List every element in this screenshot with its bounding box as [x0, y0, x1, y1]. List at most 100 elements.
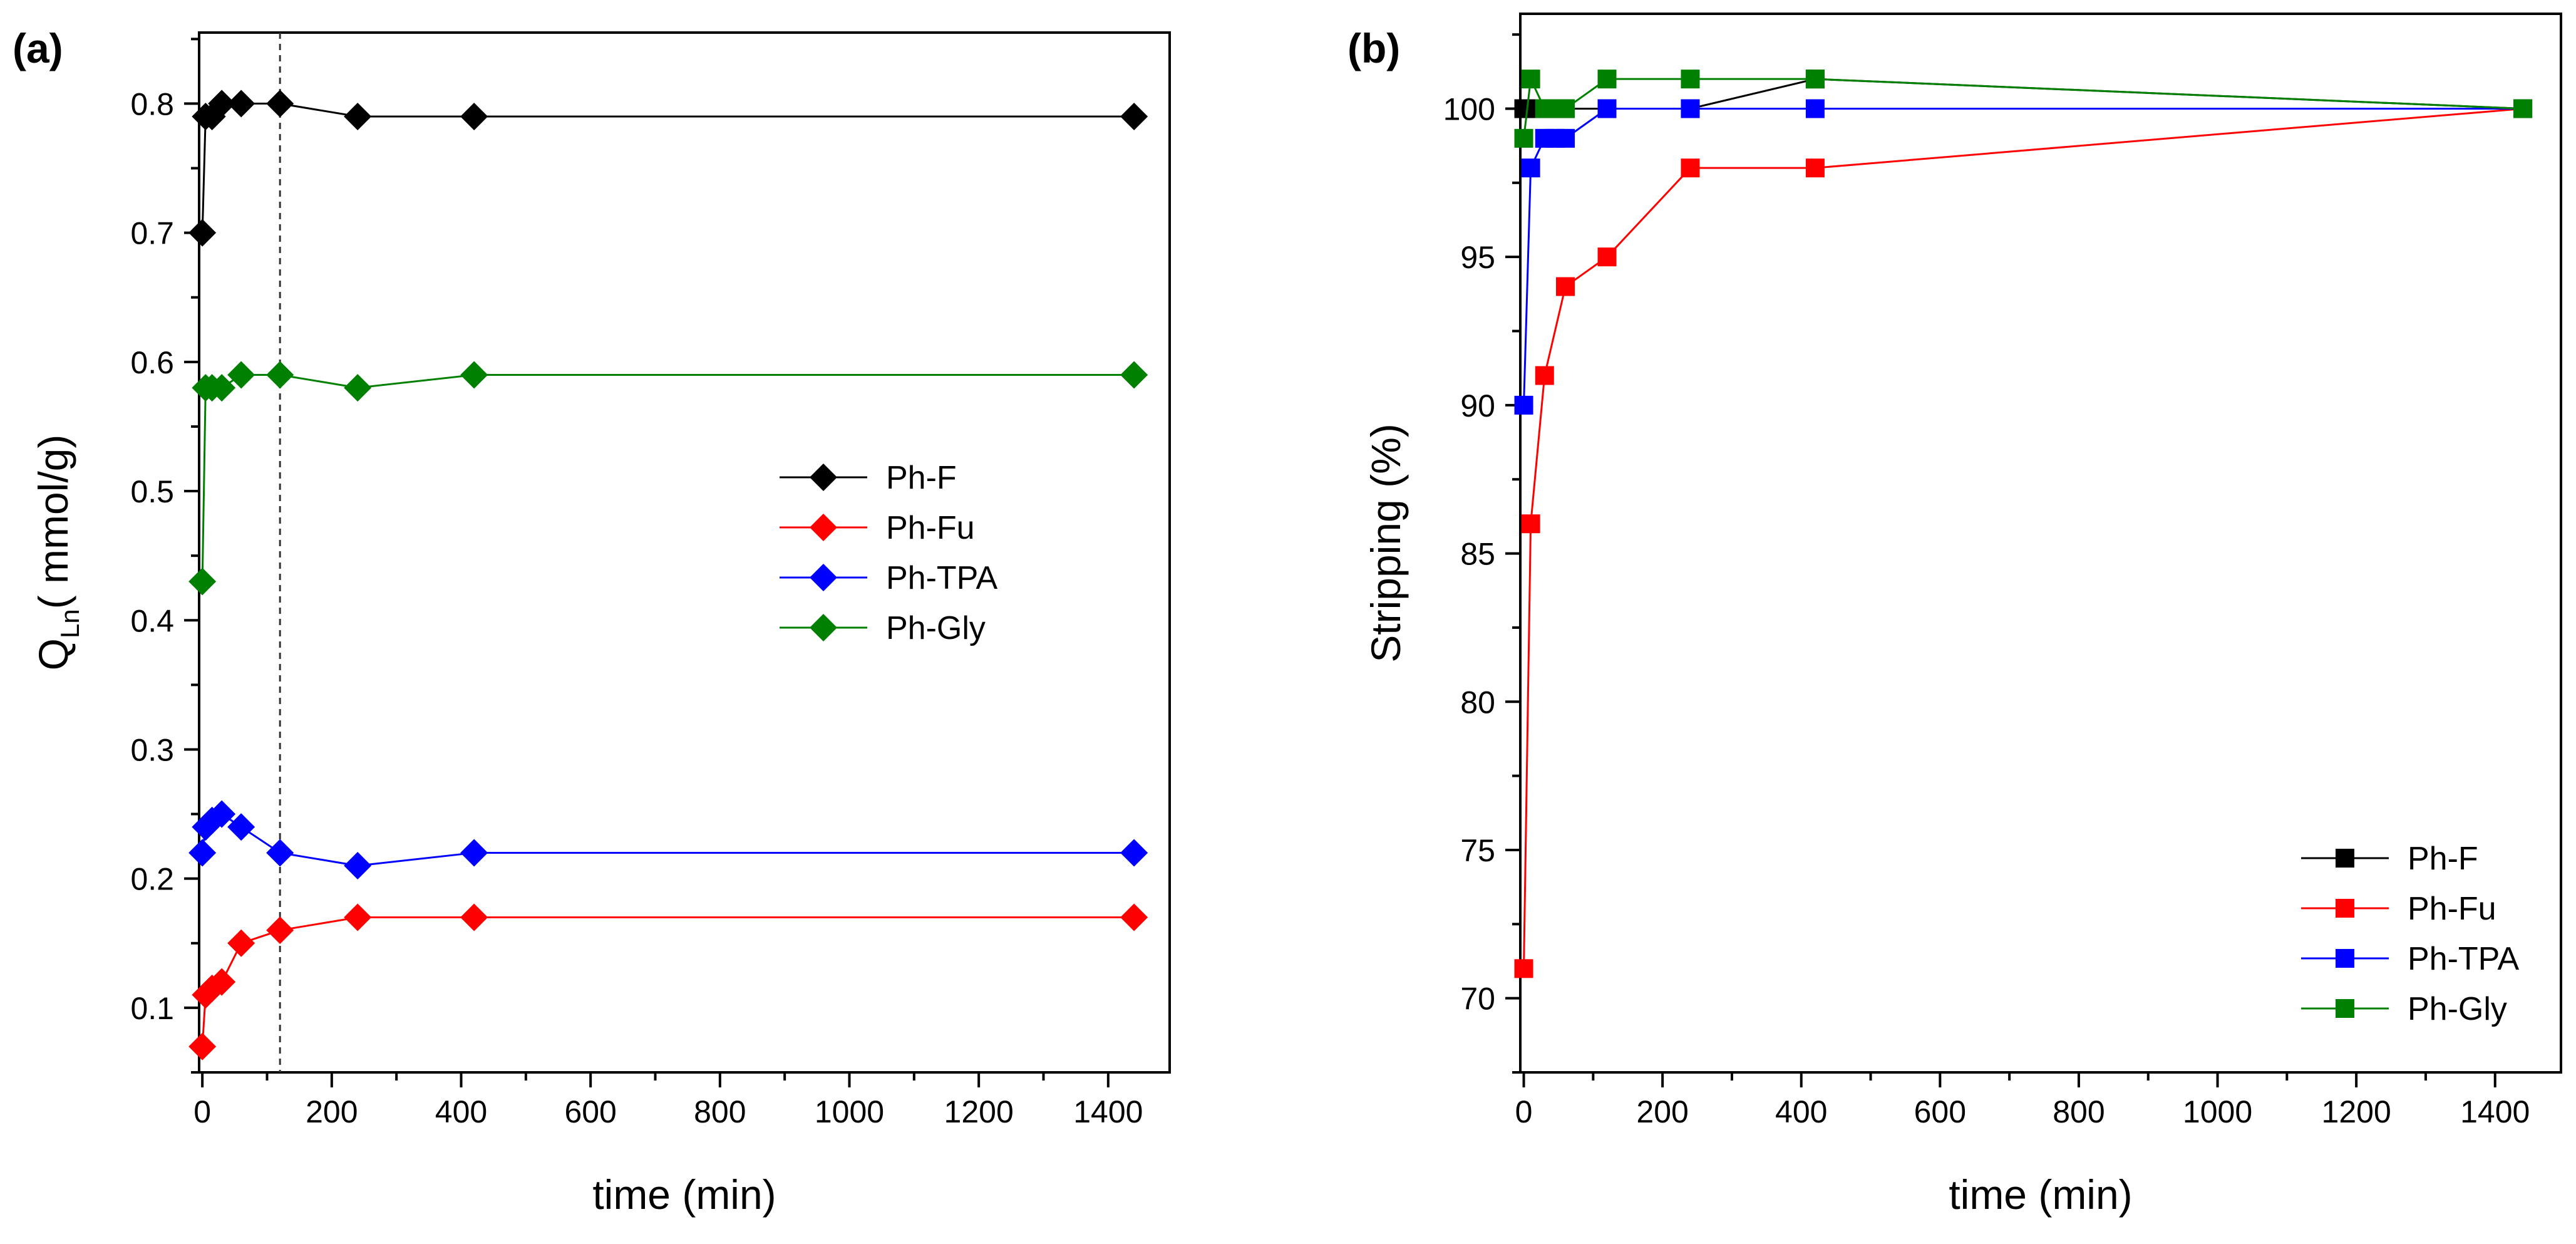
x-tick-label: 1000: [2183, 1094, 2252, 1129]
plot-frame: [198, 31, 1171, 1074]
x-tick-label: 400: [1775, 1094, 1827, 1129]
data-point: [1514, 959, 1533, 978]
chart-panel-a: (a) 0 200 400 600 800 1000 1200 1400 0.1 0.2 0.3 0.4…: [13, 25, 1171, 1218]
y-tick-label: 80: [1460, 685, 1495, 720]
data-point: [2513, 99, 2533, 118]
y-tick-label: 0.4: [130, 603, 174, 638]
y-axis-label-subscript: Ln: [55, 609, 85, 638]
y-axis-label: QLn( mmol/g): [30, 435, 85, 671]
plot-frame: [1519, 13, 2562, 1074]
data-point: [208, 374, 236, 402]
data-point: [1597, 247, 1617, 267]
legend-label: Ph-Fu: [2408, 891, 2496, 927]
data-point: [1681, 70, 1700, 89]
x-tick-label: 1200: [944, 1094, 1014, 1129]
series-line: [201, 102, 1135, 233]
data-point: [1556, 277, 1575, 296]
data-point: [1521, 70, 1540, 89]
data-point: [227, 90, 255, 118]
y-tick-label: 100: [1443, 91, 1495, 127]
data-point: [227, 813, 255, 841]
x-tick-label: 200: [306, 1094, 358, 1129]
x-tick-label: 1200: [2322, 1094, 2391, 1129]
y-tick-label: 0.6: [130, 345, 174, 380]
legend-marker: [2336, 899, 2354, 918]
x-tick-label: 800: [694, 1094, 746, 1129]
series-ph-gly: [1514, 70, 2533, 148]
data-point: [1514, 395, 1533, 415]
legend-marker: [2336, 949, 2354, 968]
data-point: [1120, 839, 1148, 867]
y-tick-label: 85: [1460, 537, 1495, 572]
data-point: [227, 929, 255, 957]
legend-marker: [810, 614, 837, 641]
data-point: [188, 568, 217, 596]
data-point: [1805, 158, 1825, 178]
y-tick-label: 95: [1460, 240, 1495, 275]
x-tick-label: 800: [2053, 1094, 2105, 1129]
data-point: [1521, 158, 1540, 178]
data-point: [1535, 366, 1554, 385]
y-tick-label: 0.1: [130, 991, 174, 1026]
data-point: [1120, 103, 1148, 131]
data-point: [266, 361, 294, 389]
y-tick-label: 90: [1460, 388, 1495, 423]
data-point: [460, 839, 488, 867]
data-point: [344, 103, 372, 131]
data-point: [227, 361, 255, 389]
x-axis-label: time (min): [1949, 1171, 2132, 1218]
data-point: [1521, 514, 1540, 534]
legend: Ph-F Ph-Fu Ph-TPA Ph-Gly: [780, 460, 998, 646]
x-tick-label: 200: [1636, 1094, 1688, 1129]
data-point: [208, 90, 236, 118]
data-point: [1805, 99, 1825, 118]
data-point: [188, 1032, 217, 1060]
y-axis-label-unit: ( mmol/g): [30, 435, 76, 609]
data-point: [1597, 70, 1617, 89]
data-point: [1556, 99, 1575, 118]
y-tick-label: 0.5: [130, 474, 174, 509]
data-point: [208, 968, 236, 996]
data-point: [266, 90, 294, 118]
x-tick-label: 1000: [815, 1094, 884, 1129]
data-point: [1120, 903, 1148, 931]
legend-label: Ph-TPA: [886, 560, 998, 596]
legend-label: Ph-F: [2408, 841, 2478, 877]
data-point: [1681, 99, 1700, 118]
data-point: [1556, 128, 1575, 148]
x-tick-label: 600: [564, 1094, 616, 1129]
data-point: [1681, 158, 1700, 178]
data-point: [344, 852, 372, 880]
data-point: [1597, 99, 1617, 118]
legend-marker: [2336, 999, 2354, 1018]
data-point: [460, 361, 488, 389]
data-point: [266, 916, 294, 945]
legend-label: Ph-Fu: [886, 510, 975, 546]
y-tick-label: 0.3: [130, 732, 174, 767]
series-ph-tpa: [1514, 99, 2533, 415]
data-point: [344, 903, 372, 931]
data-point: [1514, 128, 1533, 148]
legend-marker: [810, 464, 837, 491]
legend-label: Ph-TPA: [2408, 941, 2520, 977]
series-ph-gly: [188, 361, 1148, 596]
legend-label: Ph-Gly: [886, 610, 986, 646]
series-line: [1523, 107, 2523, 405]
y-tick-label: 0.8: [130, 86, 174, 122]
series-line: [201, 916, 1135, 1047]
y-axis-label: Stripping (%): [1363, 423, 1409, 662]
legend-label: Ph-F: [886, 460, 957, 496]
legend-label: Ph-Gly: [2408, 991, 2507, 1027]
x-tick-label: 0: [193, 1094, 211, 1129]
series-line: [1523, 107, 2523, 969]
series-line: [201, 812, 1135, 867]
legend-marker: [810, 514, 837, 541]
panel-label: (b): [1347, 25, 1400, 71]
x-tick-label: 1400: [2460, 1094, 2530, 1129]
y-tick-label: 70: [1460, 982, 1495, 1017]
data-point: [266, 839, 294, 867]
series-ph-f: [188, 90, 1148, 247]
y-tick-label: 75: [1460, 833, 1495, 868]
series-ph-fu: [1514, 99, 2533, 978]
